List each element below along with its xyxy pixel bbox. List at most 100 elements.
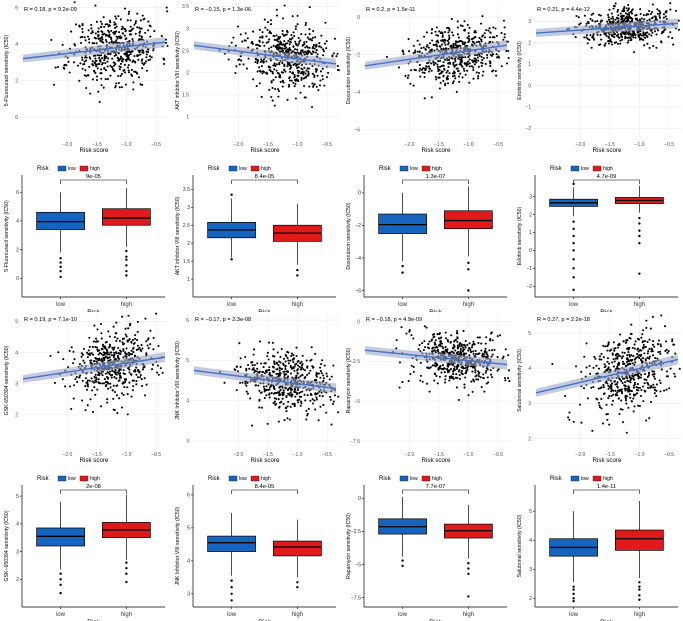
data-point (643, 340, 646, 343)
significance-bracket (573, 179, 640, 184)
outlier-point (125, 269, 128, 273)
data-point (278, 360, 281, 363)
outlier-point (230, 258, 233, 261)
data-point (452, 377, 455, 380)
data-point (98, 54, 101, 57)
data-point (597, 401, 600, 404)
data-point (116, 412, 119, 415)
data-point (428, 367, 431, 370)
data-point (108, 33, 111, 36)
data-point (494, 27, 497, 30)
data-point (625, 376, 628, 379)
y-tick-label: −2.5 (350, 359, 360, 365)
data-point (141, 83, 144, 86)
outlier-point (59, 572, 62, 575)
data-point (451, 363, 454, 366)
data-point (92, 353, 95, 356)
data-point (282, 17, 285, 20)
legend-title: Risk (208, 476, 221, 482)
data-point (122, 393, 125, 397)
data-point (619, 42, 622, 45)
y-tick-label: 1.5 (183, 259, 190, 265)
data-point (127, 314, 130, 317)
data-point (599, 20, 602, 23)
data-point (305, 409, 308, 412)
data-point (103, 356, 106, 359)
data-point (133, 337, 137, 340)
data-point (626, 32, 629, 35)
data-point (78, 376, 81, 379)
data-point (641, 357, 645, 360)
data-point (283, 4, 286, 7)
data-point (84, 385, 87, 388)
data-point (636, 348, 639, 351)
y-tick-label: −6 (354, 127, 360, 133)
data-point (72, 362, 75, 365)
data-point (86, 35, 90, 38)
y-tick-label: 1 (528, 62, 531, 68)
data-point (671, 37, 674, 40)
outlier-point (125, 572, 128, 575)
data-point (70, 346, 73, 349)
data-point (312, 43, 315, 47)
data-point (283, 63, 286, 66)
data-point (284, 407, 287, 410)
data-point (147, 347, 150, 350)
legend-label-high: high (261, 166, 271, 172)
data-point (459, 72, 462, 75)
y-tick-label: 3 (16, 549, 19, 555)
data-point (627, 351, 630, 354)
outlier-point (230, 599, 233, 602)
data-point (115, 39, 118, 42)
data-point (470, 65, 474, 68)
data-point (597, 387, 600, 390)
data-point (664, 11, 667, 14)
data-point (479, 376, 482, 379)
data-point (444, 43, 447, 46)
data-point (477, 77, 480, 80)
data-point (597, 43, 601, 46)
data-point (123, 52, 126, 55)
data-point (298, 391, 301, 395)
y-tick-label: 3 (187, 205, 190, 211)
data-point (656, 343, 660, 346)
data-point (621, 360, 625, 363)
significance-bracket (231, 489, 298, 494)
x-tick-label: −2.0 (233, 142, 243, 148)
data-point (603, 32, 606, 36)
data-point (640, 17, 643, 20)
data-point (130, 395, 133, 398)
data-point (464, 367, 467, 370)
data-point (65, 64, 68, 67)
data-point (458, 75, 461, 78)
data-point (127, 69, 130, 72)
significance-bracket (402, 489, 469, 494)
data-point (140, 349, 143, 353)
data-point (596, 20, 599, 23)
data-point (137, 58, 140, 61)
data-point (318, 42, 321, 45)
data-point (62, 358, 65, 361)
data-point (103, 25, 106, 28)
data-point (138, 34, 141, 37)
data-point (466, 69, 469, 72)
data-point (424, 48, 427, 51)
data-point (98, 349, 101, 352)
data-point (302, 70, 305, 74)
data-point (110, 376, 113, 379)
data-point (321, 78, 324, 81)
data-point (309, 369, 312, 372)
data-point (143, 377, 146, 380)
data-point (97, 353, 100, 356)
data-point (482, 373, 485, 376)
data-point (612, 17, 615, 20)
y-tick-label: 4 (528, 366, 531, 372)
data-point (122, 381, 125, 384)
data-point (57, 351, 60, 354)
data-point (124, 30, 127, 33)
data-point (620, 390, 623, 394)
data-point (636, 355, 639, 358)
data-point (635, 13, 638, 17)
data-point (481, 74, 484, 77)
data-point (277, 36, 280, 39)
